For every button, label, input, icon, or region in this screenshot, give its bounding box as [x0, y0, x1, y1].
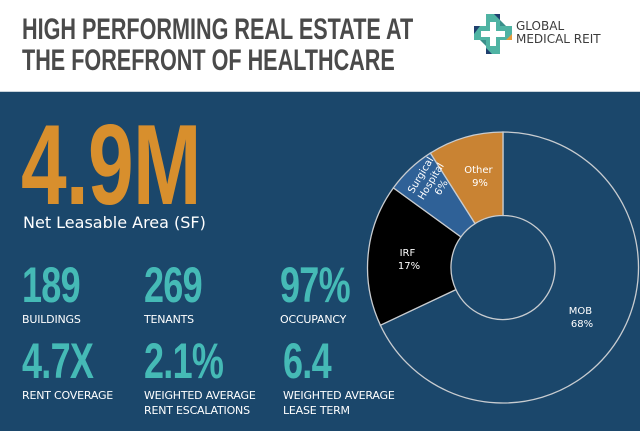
header: HIGH PERFORMING REAL ESTATE AT THE FOREF…	[0, 0, 640, 91]
logo-wordmark: GLOBAL MEDICAL REIT	[516, 20, 601, 45]
stat-rent-escalations: 2.1% WEIGHTED AVERAGE RENT ESCALATIONS	[144, 333, 256, 418]
medical-cross-logo-icon	[474, 14, 512, 54]
stat-label-line-2: LEASE TERM	[283, 404, 350, 417]
stat-label: OCCUPANCY	[280, 313, 347, 326]
stat-value: 189	[22, 257, 81, 313]
stat-occupancy: 97% OCCUPANCY	[280, 257, 377, 327]
stat-label: RENT COVERAGE	[22, 389, 114, 402]
company-logo: GLOBAL MEDICAL REIT	[472, 12, 612, 57]
stat-buildings: 189 BUILDINGS	[22, 257, 102, 327]
page-title: HIGH PERFORMING REAL ESTATE AT THE FOREF…	[22, 14, 413, 76]
stat-label: WEIGHTED AVERAGE	[283, 389, 395, 402]
stat-label-line-2: RENT ESCALATIONS	[144, 404, 250, 417]
logo-line-1: GLOBAL	[516, 19, 565, 33]
stat-lease-term: 6.4 WEIGHTED AVERAGE LEASE TERM	[283, 333, 395, 418]
logo-line-2: MEDICAL REIT	[516, 31, 601, 46]
title-line-2: THE FOREFRONT OF HEALTHCARE	[22, 44, 395, 77]
stat-label: BUILDINGS	[22, 313, 81, 326]
stat-label: WEIGHTED AVERAGE	[144, 389, 256, 402]
net-leasable-area-value: 4.9M	[21, 102, 201, 229]
stat-value: 4.7X	[22, 333, 94, 389]
stat-value: 6.4	[283, 333, 332, 389]
net-leasable-area-label: Net Leasable Area (SF)	[23, 213, 206, 232]
stat-tenants: 269 TENANTS	[144, 257, 224, 327]
stat-value: 97%	[280, 257, 351, 313]
stat-value: 269	[144, 257, 203, 313]
stat-value: 2.1%	[144, 333, 224, 389]
title-line-1: HIGH PERFORMING REAL ESTATE AT	[22, 13, 414, 46]
stat-label: TENANTS	[144, 313, 194, 326]
stat-rent-coverage: 4.7X RENT COVERAGE	[22, 333, 121, 403]
